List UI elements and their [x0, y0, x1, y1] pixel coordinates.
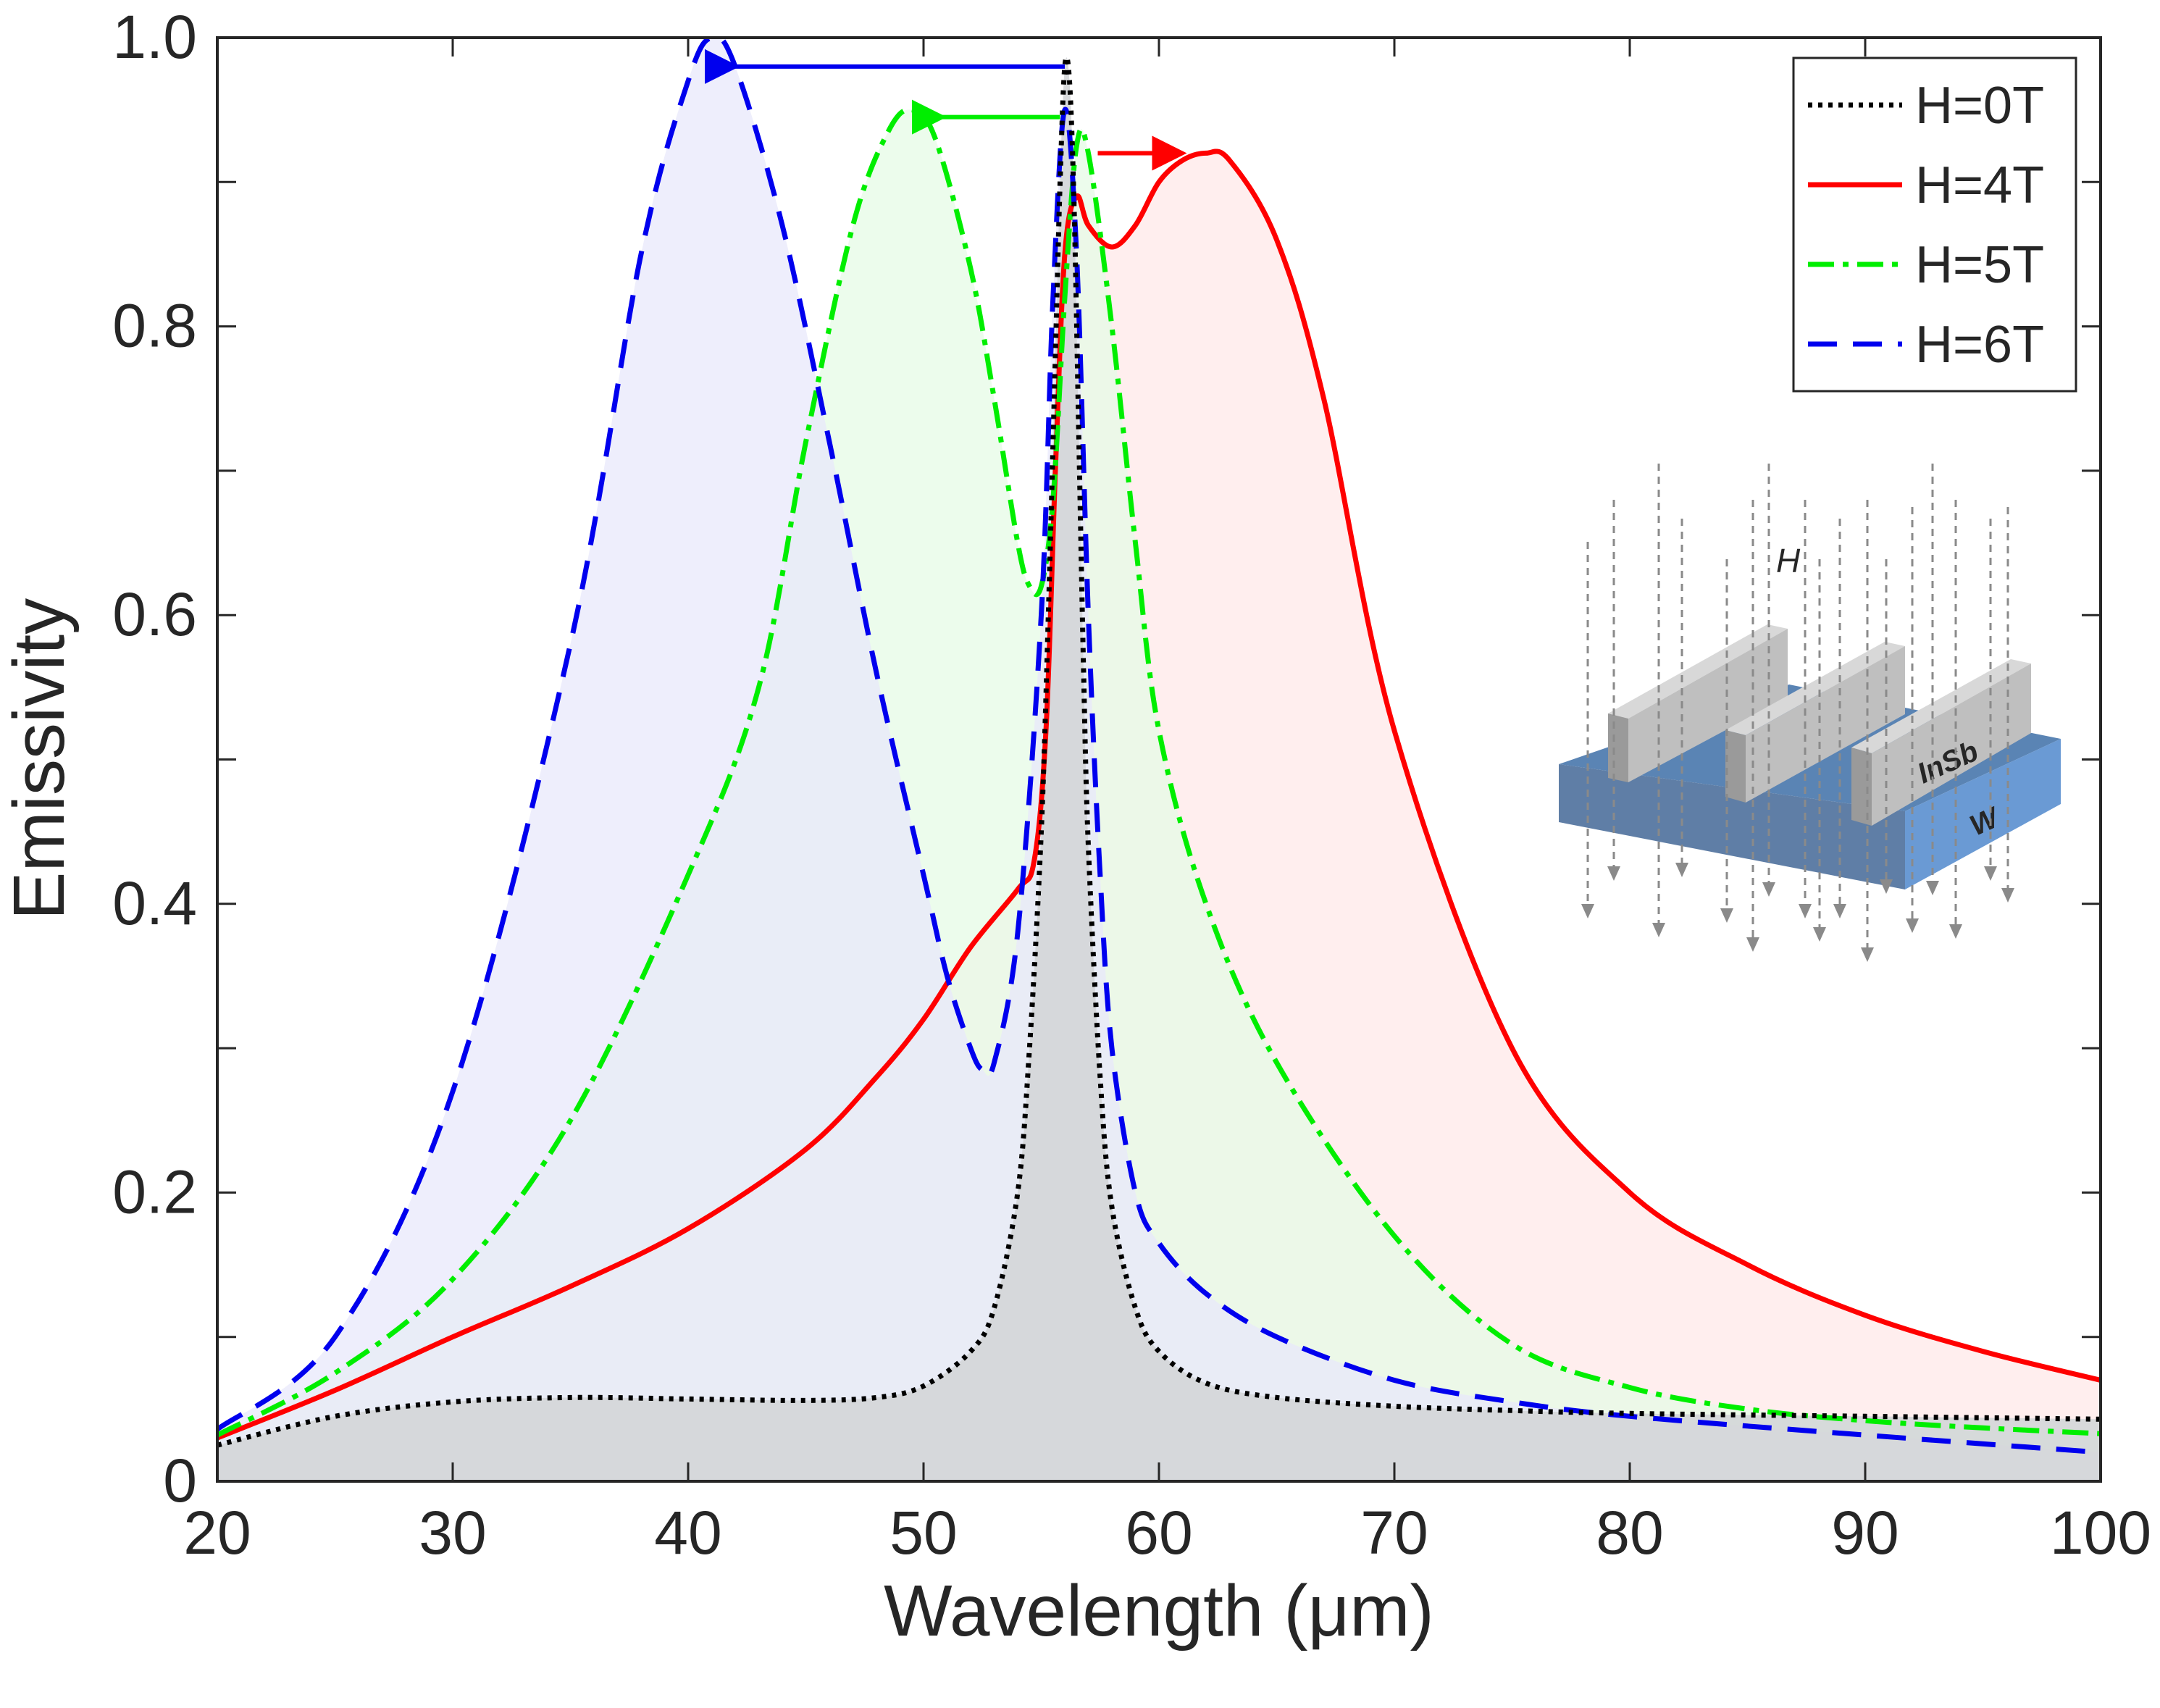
inset-bar-top — [1608, 624, 1788, 719]
field-arrowhead — [1720, 908, 1733, 923]
series-lines — [217, 38, 2101, 1455]
y-tick-label: 0 — [163, 1447, 197, 1515]
field-arrowhead — [1861, 947, 1874, 962]
inset-label-h: H — [1776, 542, 1801, 579]
legend-box — [1792, 56, 2077, 393]
legend-label-6T: H=6T — [1915, 316, 2044, 374]
inset-bar-front — [1725, 730, 1746, 803]
series-line-h-5t — [217, 106, 2101, 1438]
field-arrowhead — [1833, 904, 1846, 918]
y-tick-label: 0.6 — [112, 580, 197, 648]
legend-label-4T: H=4T — [1915, 156, 2044, 214]
axis-ticks: 20 30 40 50 60 70 80 90 100 0 0.2 0.4 0.6 0.8 1.0 — [112, 3, 2151, 1567]
y-tick-label: 1.0 — [112, 3, 197, 71]
field-arrowhead — [2001, 888, 2014, 903]
inset-schematic: H InSb W — [1559, 464, 2061, 962]
magnetic-field-lines — [1581, 464, 2014, 962]
x-tick-label: 40 — [654, 1499, 721, 1567]
legend-label-5T: H=5T — [1915, 236, 2044, 294]
y-tick-label: 0.2 — [112, 1157, 197, 1226]
inset-substrate-front — [1559, 764, 1905, 889]
field-arrowhead — [1906, 918, 1919, 933]
y-tick-label: 0.8 — [112, 292, 197, 360]
series-fill-h-6t — [217, 38, 2101, 1481]
shift-arrows — [705, 49, 1187, 171]
inset-substrate-side — [1905, 739, 2061, 889]
inset-bar-top — [1851, 659, 2031, 753]
x-tick-label: 90 — [1831, 1499, 1899, 1567]
field-arrowhead — [1652, 923, 1665, 937]
field-arrowhead — [1581, 904, 1594, 918]
x-tick-label: 80 — [1596, 1499, 1663, 1567]
inset-bar-side — [1746, 646, 1905, 803]
x-tick-label: 100 — [2050, 1499, 2151, 1567]
x-axis-label: Wavelength (μm) — [884, 1570, 1434, 1652]
series-line-h-6t — [217, 38, 2101, 1455]
legend: H=0T H=4T H=5T H=6T — [1792, 56, 2077, 393]
x-tick-label: 20 — [183, 1499, 251, 1567]
inset-bar-front — [1851, 748, 1872, 826]
x-tick-label: 50 — [889, 1499, 957, 1567]
field-arrowhead — [1746, 937, 1759, 952]
x-tick-label: 30 — [419, 1499, 486, 1567]
y-axis-label: Emissivity — [0, 598, 80, 920]
series-fills — [217, 38, 2101, 1481]
inset-bar-top — [1725, 642, 1905, 735]
field-arrowhead — [1799, 904, 1812, 918]
field-arrowhead — [1926, 881, 1939, 895]
field-arrowhead — [1762, 882, 1775, 897]
field-arrowhead — [1607, 866, 1620, 881]
field-arrowhead — [1949, 924, 1962, 939]
field-arrowhead — [1813, 927, 1826, 942]
x-tick-label: 70 — [1360, 1499, 1428, 1567]
field-arrowhead — [1984, 866, 1997, 881]
field-arrowhead — [1675, 863, 1688, 877]
field-arrowhead — [1880, 879, 1893, 894]
inset-bar-front — [1608, 713, 1628, 782]
legend-label-0T: H=0T — [1915, 77, 2044, 135]
y-tick-label: 0.4 — [112, 869, 197, 937]
x-tick-label: 60 — [1125, 1499, 1192, 1567]
series-line-h-4t — [217, 148, 2101, 1441]
inset-bar-side — [1628, 629, 1788, 782]
series-line-h-0t — [217, 54, 2101, 1448]
